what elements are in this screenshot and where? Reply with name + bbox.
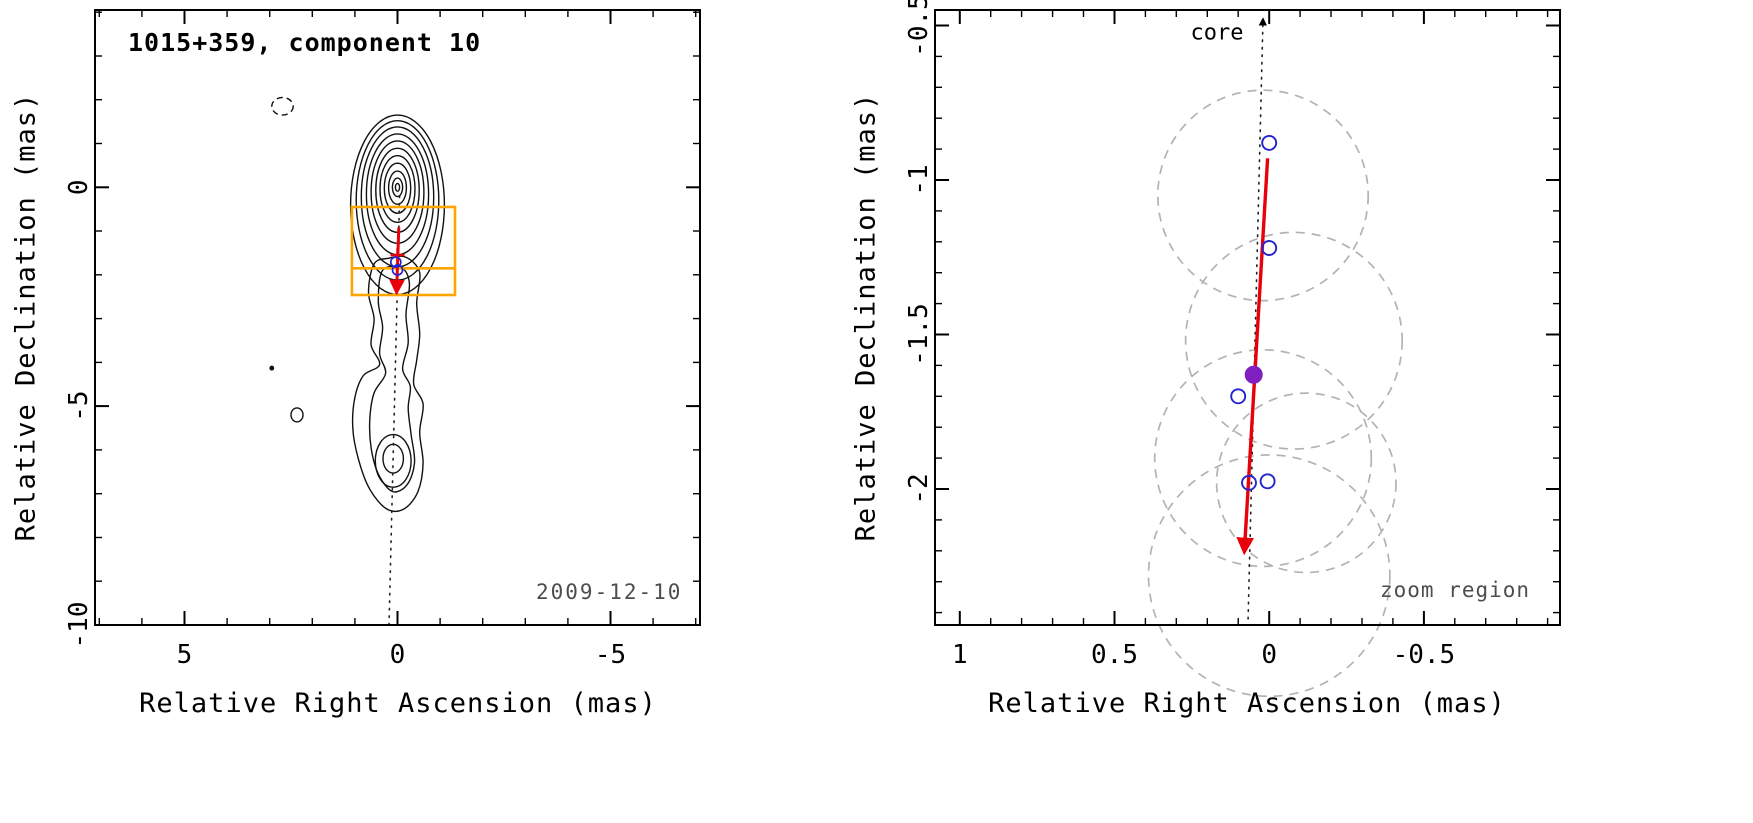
left-yaxis-title: Relative Declination (mas): [10, 92, 42, 542]
proper-motion-arrow: [1236, 158, 1270, 556]
x-tick-label: 5: [177, 640, 193, 670]
core-contour: [383, 162, 412, 214]
y-tick-label: -2: [904, 473, 934, 504]
y-tick-label: 0: [64, 179, 94, 195]
left-xaxis-title: Relative Right Ascension (mas): [139, 688, 657, 719]
beam-circle: [1184, 231, 1404, 450]
y-tick-label: -1: [904, 164, 934, 195]
x-tick-label: 1: [952, 640, 968, 670]
epoch-date-label: 2009-12-10: [536, 580, 683, 604]
core-contour: [391, 177, 404, 198]
component-point: [1241, 474, 1257, 491]
x-tick-label: -5: [595, 640, 626, 670]
core-contour: [379, 154, 416, 223]
axis-frame: [934, 9, 1561, 626]
y-tick-label: -5: [64, 390, 94, 421]
jet-contour: [368, 265, 416, 493]
faint-contour-feature: [290, 407, 304, 423]
beam-circle: [1156, 89, 1370, 302]
current-epoch-point: [1244, 365, 1263, 384]
negative-contour: [271, 96, 294, 116]
beam-circle: [1147, 454, 1391, 698]
core-contour: [387, 170, 408, 205]
jet-blob-contour: [374, 433, 412, 488]
jet-contour: [351, 255, 424, 513]
core-contour: [394, 182, 401, 192]
x-tick-label: 0: [1261, 640, 1277, 670]
axis-frame: [94, 9, 701, 626]
x-tick-label: 0: [390, 640, 406, 670]
component-point: [1259, 473, 1276, 490]
right-zoom-plot: 1 0.5 0 -0.5 -0.5 -1 -1.5 -2: [904, 0, 1561, 698]
component-point: [391, 264, 404, 276]
core-contour: [375, 147, 420, 234]
core-direction-label: core: [1190, 20, 1244, 46]
right-yaxis-title: Relative Declination (mas): [850, 92, 882, 542]
y-tick-label: -1.5: [904, 303, 934, 366]
left-panel-title: 1015+359, component 10: [128, 28, 482, 57]
component-point: [1230, 388, 1247, 405]
beam-circle: [1215, 392, 1397, 574]
y-tick-label: -0.5: [904, 0, 934, 57]
x-tick-label: 0.5: [1091, 640, 1138, 670]
right-xaxis-title: Relative Right Ascension (mas): [988, 688, 1506, 719]
y-tick-label: -10: [64, 602, 94, 649]
x-tick-label: -0.5: [1393, 640, 1456, 670]
component-point: [389, 256, 402, 268]
core-axis-dotted-line: [1247, 17, 1268, 620]
component-point: [1261, 240, 1278, 256]
beam-circle: [1153, 348, 1373, 568]
component-point: [1261, 134, 1278, 151]
faint-contour-feature: [269, 365, 275, 371]
left-contour-plot: 5 0 -5 0 -5 -10: [64, 9, 701, 670]
zoom-region-label: zoom region: [1379, 578, 1531, 602]
